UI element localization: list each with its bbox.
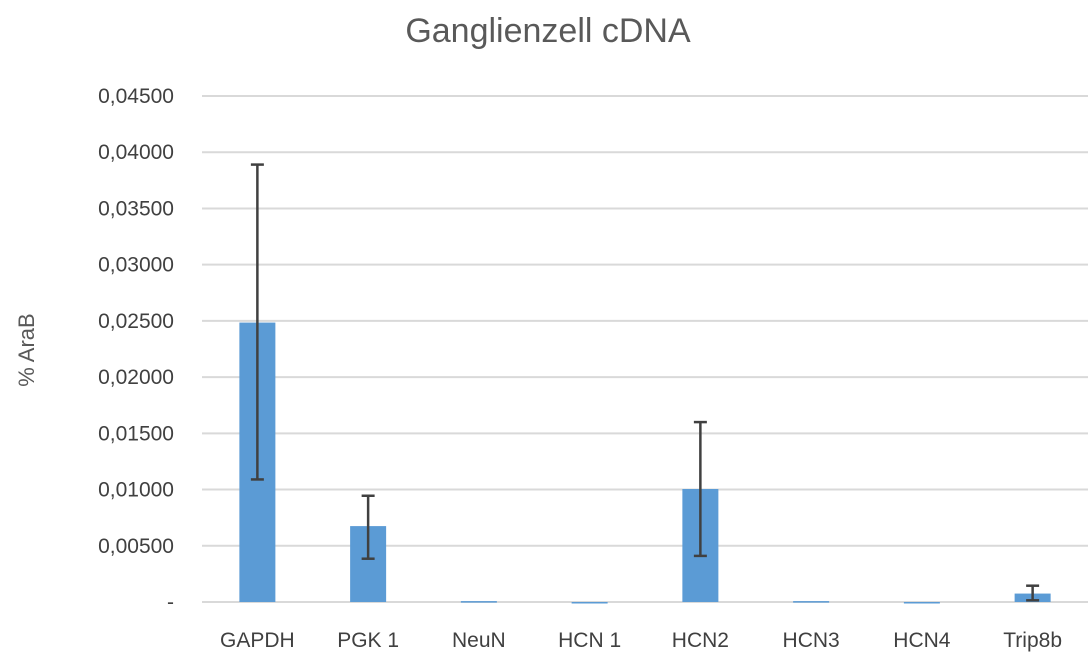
bar-hcn4 [903,602,940,604]
x-tick-label: HCN4 [893,629,950,652]
x-tick-label: Trip8b [1003,629,1062,652]
y-axis-ticks: - 0,00500 0,01000 0,01500 0,02000 0,02500 0,03… [98,85,174,614]
x-axis-ticks: GAPDH PGK 1 NeuN HCN 1 HCN2 HCN3 HCN4 Trip8b [220,629,1062,652]
y-tick-label: 0,00500 [98,535,174,558]
y-axis-label: % AraB [14,313,39,386]
x-tick-label: HCN3 [783,629,840,652]
error-bar-hcn2 [693,420,707,558]
chart-title: Ganglienzell cDNA [405,12,691,50]
x-tick-label: PGK 1 [337,629,399,652]
error-bar-gapdh [250,163,264,481]
x-tick-label: GAPDH [220,629,295,652]
bars [239,322,1051,604]
y-tick-label: 0,01500 [98,422,174,445]
y-tick-label: 0,02000 [98,366,174,389]
bar-neun [460,601,497,603]
y-tick-label: 0,01000 [98,479,174,502]
y-tick-label: 0,02500 [98,310,174,333]
x-tick-label: HCN2 [672,629,729,652]
error-bar-trip8b [1026,584,1040,602]
bar-hcn3 [793,601,830,603]
y-tick-label: 0,03500 [98,197,174,220]
gridlines [202,95,1088,603]
y-tick-label: 0,03000 [98,254,174,277]
y-tick-label: - [167,591,174,614]
x-tick-label: HCN 1 [558,629,621,652]
error-bars [250,163,1040,602]
y-tick-label: 0,04500 [98,85,174,108]
bar-hcn-1 [571,602,608,604]
error-bar-pgk-1 [361,494,375,560]
x-tick-label: NeuN [452,629,506,652]
y-tick-label: 0,04000 [98,141,174,164]
